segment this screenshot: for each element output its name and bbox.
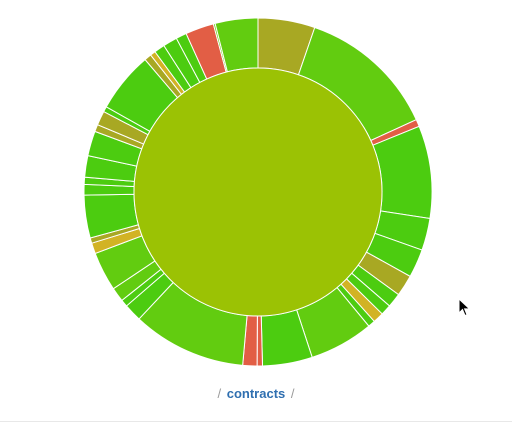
breadcrumb-link-contracts[interactable]: contracts bbox=[226, 386, 286, 401]
mouse-cursor-icon bbox=[458, 298, 471, 317]
outer-ring[interactable] bbox=[83, 17, 433, 367]
breadcrumb: / contracts / bbox=[0, 386, 512, 401]
ring-segment[interactable] bbox=[256, 315, 264, 367]
breadcrumb-separator: / bbox=[290, 386, 295, 401]
center-root-segment[interactable] bbox=[133, 67, 383, 317]
sunburst-chart[interactable] bbox=[0, 0, 512, 380]
divider bbox=[0, 421, 512, 422]
breadcrumb-separator: / bbox=[217, 386, 222, 401]
